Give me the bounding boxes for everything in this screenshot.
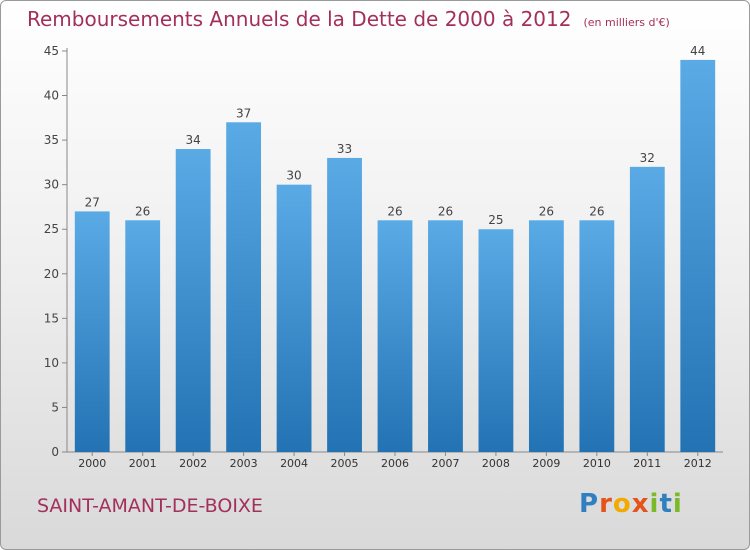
value-label-2006: 26 — [387, 204, 402, 218]
chart-title-block: Remboursements Annuels de la Dette de 20… — [27, 7, 670, 31]
y-tick-label: 35 — [44, 133, 59, 147]
x-tick-label-2012: 2012 — [684, 457, 712, 470]
logo-letter: o — [612, 489, 632, 519]
x-tick-label-2000: 2000 — [78, 457, 106, 470]
y-tick-label: 25 — [44, 222, 59, 236]
value-label-2008: 25 — [488, 213, 503, 227]
x-tick-label-2009: 2009 — [532, 457, 560, 470]
x-tick-label-2005: 2005 — [331, 457, 359, 470]
y-tick-label: 30 — [44, 178, 59, 192]
value-label-2007: 26 — [438, 204, 453, 218]
y-tick-label: 15 — [44, 311, 59, 325]
value-label-2003: 37 — [236, 106, 251, 120]
bar-2004 — [276, 184, 312, 452]
chart-title: Remboursements Annuels de la Dette de 20… — [27, 7, 572, 31]
value-label-2001: 26 — [135, 204, 150, 218]
value-label-2004: 30 — [286, 169, 301, 183]
value-label-2005: 33 — [337, 142, 352, 156]
x-tick-label-2003: 2003 — [230, 457, 258, 470]
y-tick-label: 0 — [51, 445, 59, 459]
logo-letter: P — [579, 489, 600, 519]
bar-2011 — [629, 166, 665, 452]
logo-letter: i — [649, 489, 660, 519]
logo-letter: t — [659, 489, 673, 519]
bar-2007 — [428, 220, 463, 452]
x-tick-label-2007: 2007 — [431, 457, 459, 470]
logo-letter: x — [631, 489, 650, 519]
value-label-2009: 26 — [539, 204, 554, 218]
x-tick-label-2001: 2001 — [129, 457, 157, 470]
value-label-2010: 26 — [589, 204, 604, 218]
x-tick-label-2010: 2010 — [583, 457, 611, 470]
y-tick-label: 5 — [51, 400, 59, 414]
bar-2012 — [680, 59, 716, 453]
unit-note: (en milliers d'€) — [583, 16, 670, 29]
bar-2005 — [327, 157, 362, 452]
bar-2008 — [478, 229, 514, 452]
value-label-2011: 32 — [640, 151, 655, 165]
y-tick-label: 45 — [44, 44, 59, 58]
x-tick-label-2008: 2008 — [482, 457, 510, 470]
x-tick-label-2002: 2002 — [179, 457, 207, 470]
bar-2006 — [377, 220, 413, 452]
x-tick-label-2011: 2011 — [633, 457, 661, 470]
value-label-2000: 27 — [85, 195, 100, 209]
bars — [74, 59, 716, 453]
commune-name: SAINT-AMANT-DE-BOIXE — [37, 495, 263, 517]
value-label-2012: 44 — [690, 44, 705, 58]
logo-letter: i — [672, 489, 683, 519]
logo-letter: r — [599, 489, 613, 519]
bar-2009 — [528, 220, 564, 452]
axes: 0 5 10 15 20 25 30 35 40 45 2000 2001 2002 2003 2004 20… — [44, 44, 723, 470]
y-tick-label: 10 — [44, 356, 59, 370]
bar-2001 — [125, 220, 161, 452]
y-tick-label: 20 — [44, 267, 59, 281]
x-tick-label-2006: 2006 — [381, 457, 409, 470]
bar-2002 — [175, 149, 211, 452]
bar-2000 — [74, 211, 110, 452]
value-labels: 27 26 34 37 30 33 26 26 25 26 26 32 44 — [85, 44, 706, 227]
y-tick-label: 40 — [44, 89, 59, 103]
bar-2010 — [579, 220, 615, 452]
value-label-2002: 34 — [186, 133, 201, 147]
bar-2003 — [226, 122, 262, 453]
proxiti-logo: Proxiti — [579, 489, 683, 519]
x-tick-label-2004: 2004 — [280, 457, 308, 470]
